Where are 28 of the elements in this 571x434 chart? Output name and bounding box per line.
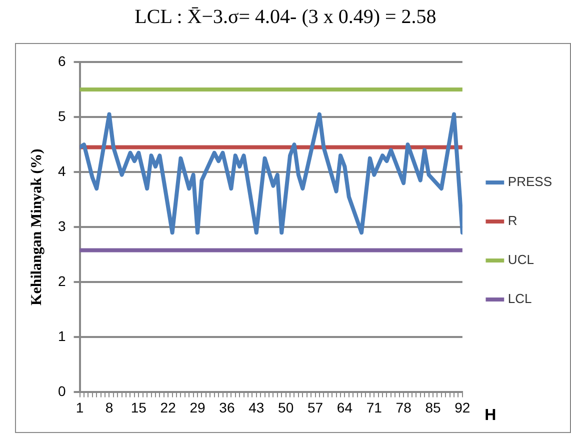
legend-label: PRESS bbox=[508, 174, 552, 190]
x-tick-label: 36 bbox=[219, 399, 235, 416]
y-tick-label: 3 bbox=[58, 218, 66, 234]
y-tick-label: 6 bbox=[58, 52, 66, 69]
legend-label: UCL bbox=[508, 252, 534, 268]
x-axis-title: H bbox=[484, 407, 496, 424]
y-axis-title: Kehilangan Minyak (%) bbox=[28, 148, 45, 306]
x-tick-label: 43 bbox=[248, 399, 264, 416]
x-tick-label: 50 bbox=[278, 399, 294, 416]
x-tick-label: 85 bbox=[425, 399, 441, 416]
y-tick-label: 0 bbox=[58, 383, 66, 400]
x-tick-label: 71 bbox=[366, 399, 382, 416]
x-tick-label: 8 bbox=[105, 399, 114, 416]
legend-label: R bbox=[508, 213, 518, 228]
y-tick-label: 2 bbox=[58, 272, 66, 289]
y-tick-label: 5 bbox=[58, 108, 66, 124]
x-tick-label: 29 bbox=[190, 399, 206, 416]
legend-label: LCL bbox=[508, 291, 532, 306]
text: LCL : X̄−3.σ= 4.04- (3 x 0.49) = 2.58 bbox=[134, 6, 438, 29]
x-tick-label: 22 bbox=[160, 399, 176, 416]
x-tick-label: 15 bbox=[130, 399, 147, 416]
x-tick-label: 78 bbox=[396, 399, 412, 416]
y-tick-label: 1 bbox=[58, 328, 66, 344]
x-tick-label: 64 bbox=[336, 399, 353, 416]
x-tick-label: 1 bbox=[76, 399, 84, 416]
x-tick-label: 92 bbox=[454, 399, 470, 416]
x-tick-label: 57 bbox=[307, 399, 324, 416]
y-tick-label: 4 bbox=[58, 162, 66, 179]
